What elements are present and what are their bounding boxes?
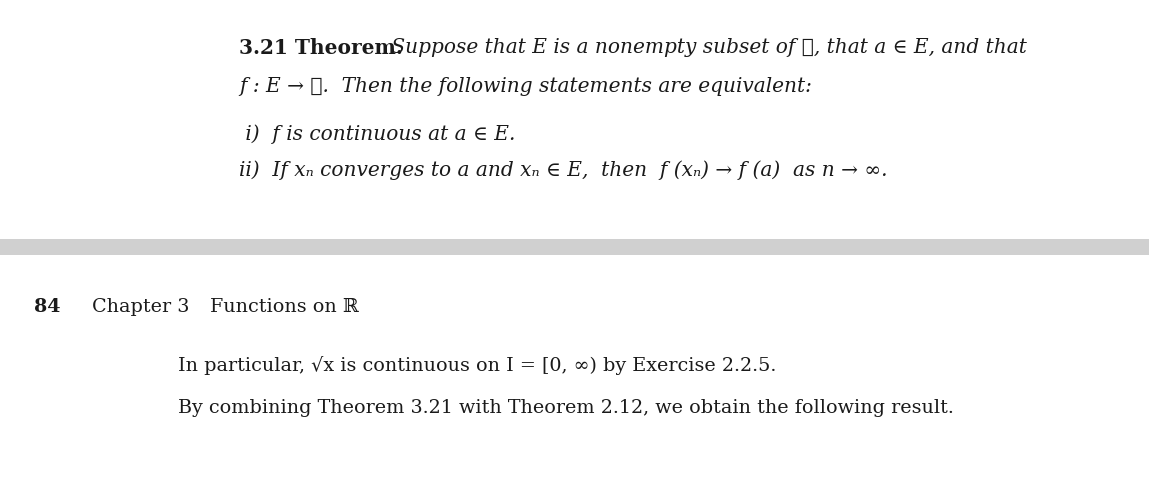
Text: f : E → ℝ.  Then the following statements are equivalent:: f : E → ℝ. Then the following statements…	[239, 77, 812, 96]
Text: By combining Theorem 3.21 with Theorem 2.12, we obtain the following result.: By combining Theorem 3.21 with Theorem 2…	[178, 399, 954, 417]
Text: 3.21 Theorem.: 3.21 Theorem.	[239, 38, 403, 59]
Text: Suppose that E is a nonempty subset of ℝ, that a ∈ E, and that: Suppose that E is a nonempty subset of ℝ…	[385, 38, 1027, 58]
Text: 84: 84	[34, 298, 61, 316]
Text: Chapter 3: Chapter 3	[92, 298, 190, 316]
Text: Functions on ℝ: Functions on ℝ	[210, 298, 358, 316]
Bar	[0, 255, 1149, 480]
Text: i)  f is continuous at a ∈ E.: i) f is continuous at a ∈ E.	[239, 125, 516, 144]
Text: ii)  If xₙ converges to a and xₙ ∈ E,  then  f (xₙ) → f (a)  as n → ∞.: ii) If xₙ converges to a and xₙ ∈ E, the…	[239, 161, 887, 180]
Bar	[0, 0, 1149, 239]
Text: In particular, √x is continuous on I = [0, ∞) by Exercise 2.2.5.: In particular, √x is continuous on I = […	[178, 356, 777, 375]
Bar	[0, 239, 1149, 255]
